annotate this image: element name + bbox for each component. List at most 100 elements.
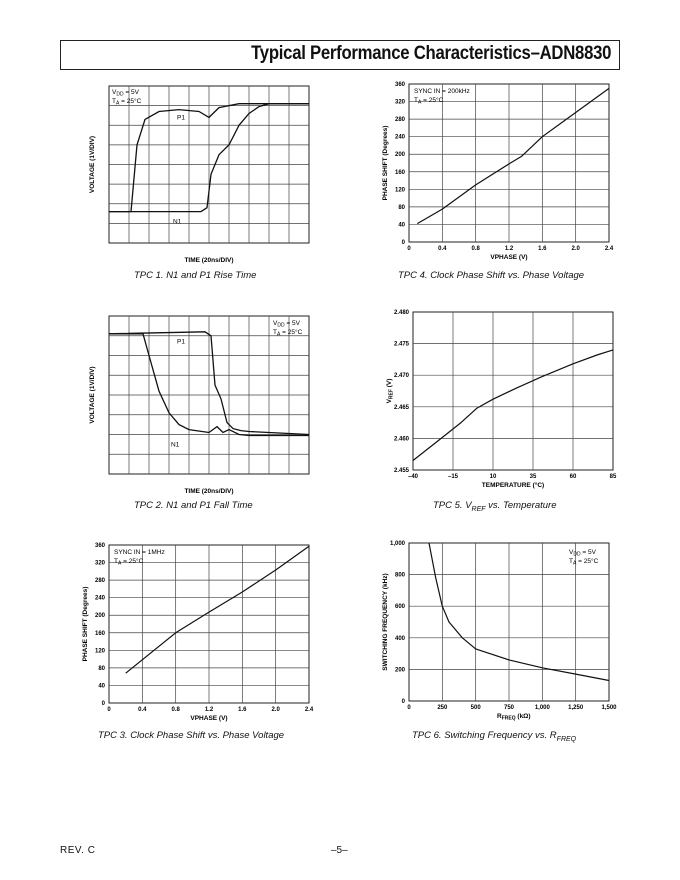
tpc3-ytick-label: 40 [98,683,105,689]
tpc3-ylabel: PHASE SHIFT (Degrees) [82,587,89,662]
tpc6-series-line [428,542,610,682]
tpc4-xtick-label: 1.2 [505,246,514,252]
tpc4-series-line [416,87,610,225]
tpc5-xlabel: TEMPERATURE (°C) [482,481,544,489]
tpc5-frame [412,311,614,471]
tpc5-series-line [412,349,614,461]
tpc2-annotation-1: TA = 25°C [273,328,303,338]
tpc2-ylabel: VOLTAGE (1V/DIV) [89,366,96,423]
caption-tpc6-sub: FREQ [556,735,577,743]
tpc6-ytick-label: 200 [395,667,406,673]
tpc4-ytick-label: 40 [398,222,405,228]
tpc3-ytick-label: 240 [95,596,106,602]
caption-tpc2: TPC 2. N1 and P1 Fall Time [134,500,253,511]
tpc4-ylabel: PHASE SHIFT (Degrees) [382,126,389,201]
tpc1-annotation-1: TA = 25°C [112,97,142,107]
tpc3-ytick-label: 200 [95,613,106,619]
caption-tpc5: TPC 5. VREF vs. Temperature [433,500,556,513]
tpc6-xtick-label: 1,000 [535,705,551,711]
tpc6-ytick-label: 600 [395,604,406,610]
tpc5-xtick-label: –15 [448,474,459,480]
tpc3-xtick-label: 0 [107,707,111,713]
tpc3-xtick-label: 1.6 [238,707,247,713]
tpc3-ytick-label: 120 [95,648,106,654]
tpc3-xtick-label: 2.0 [271,707,280,713]
tpc3-ytick-label: 160 [95,631,106,637]
tpc4-ytick-label: 0 [402,240,406,246]
tpc6-annotation-0: VDD = 5V [569,549,597,558]
tpc2-annotation-0: VDD = 5V [273,320,301,329]
tpc5-ytick-label: 2.475 [394,342,410,348]
tpc6-ytick-label: 1,000 [390,541,406,547]
tpc4-ytick-label: 200 [395,152,406,158]
chart-tpc4: 0 0.4 0.8 1.2 1.6 2.0 2.4 0 40 80 120 160 200 240 280 3… [382,82,614,261]
page-header: Typical Performance Characteristics–ADN8… [60,40,620,70]
caption-tpc3: TPC 3. Clock Phase Shift vs. Phase Volta… [98,730,285,741]
caption-tpc4: TPC 4. Clock Phase Shift vs. Phase Volta… [398,270,585,281]
caption-tpc6: TPC 6. Switching Frequency vs. RFREQ [412,730,576,743]
tpc3-ytick-label: 280 [95,578,106,584]
tpc6-xtick-label: 1,250 [568,705,584,711]
tpc4-xtick-label: 2.0 [571,246,580,252]
tpc2-label-n1: N1 [171,441,180,448]
tpc4-ytick-label: 80 [398,205,405,211]
tpc4-ytick-label: 160 [395,170,406,176]
tpc6-ylabel: SWITCHING FREQUENCY (kHz) [382,573,389,670]
tpc2-label-p1: P1 [177,339,185,346]
tpc4-ytick-label: 120 [395,187,406,193]
tpc5-xtick-label: 85 [610,474,617,480]
tpc3-series-line [125,545,310,674]
tpc6-xtick-label: 500 [471,705,482,711]
tpc4-annotation-0: SYNC IN = 200kHz [414,88,470,95]
tpc3-ytick-label: 0 [102,701,106,707]
tpc4-xtick-label: 0.4 [438,246,447,252]
tpc6-annotation-1: TA = 25°C [569,557,599,567]
tpc3-xtick-label: 2.4 [305,707,314,713]
tpc3-ytick-label: 360 [95,543,106,549]
tpc6-ytick-label: 400 [395,636,406,642]
tpc3-annotation-1: TA = 25°C [114,557,144,567]
tpc4-xtick-label: 0 [407,246,411,252]
tpc6-ytick-label: 0 [402,699,406,705]
tpc4-xtick-label: 2.4 [605,246,614,252]
tpc1-xlabel: TIME (20ns/DIV) [184,257,233,264]
tpc6-xtick-label: 250 [437,705,448,711]
tpc5-ytick-label: 2.460 [394,436,410,442]
tpc1-label-p1: P1 [177,114,185,121]
tpc4-xtick-label: 0.8 [471,246,480,252]
tpc5-ytick-label: 2.480 [394,310,410,316]
tpc4-xlabel: VPHASE (V) [490,254,527,261]
revision-label: REV. C [60,845,96,856]
tpc3-xtick-label: 0.8 [171,707,180,713]
tpc3-ytick-label: 80 [98,666,105,672]
caption-tpc5-sub: REF [471,505,486,513]
tpc3-xtick-label: 1.2 [205,707,214,713]
tpc5-ytick-label: 2.465 [394,405,410,411]
tpc5-xtick-label: 60 [570,474,577,480]
tpc2-series-p1 [108,331,310,436]
tpc1-series-p1 [109,103,309,213]
chart-tpc3: 0 0.4 0.8 1.2 1.6 2.0 2.4 0 40 80 120 160 200 240 280 3… [82,543,314,722]
tpc4-xtick-label: 1.6 [538,246,547,252]
tpc5-xtick-label: 10 [490,474,497,480]
tpc4-annotation-1: TA = 25°C [414,96,444,106]
tpc3-ytick-label: 320 [95,561,106,567]
tpc6-xtick-label: 0 [407,705,411,711]
tpc4-ytick-label: 280 [395,117,406,123]
chart-tpc6: 0 250 500 750 1,000 1,250 1,500 0 200 400 600 800 1,… [382,541,617,722]
tpc5-xtick-label: –40 [408,474,419,480]
tpc6-xtick-label: 750 [504,705,515,711]
tpc1-ylabel: VOLTAGE (1V/DIV) [89,136,96,193]
tpc2-series-n1 [109,333,309,437]
tpc4-ytick-label: 360 [395,82,406,88]
tpc3-xlabel: VPHASE (V) [190,715,227,722]
tpc4-ytick-label: 240 [395,135,406,141]
tpc3-annotation-0: SYNC IN = 1MHz [114,549,165,556]
tpc5-ytick-label: 2.470 [394,373,410,379]
tpc5-xtick-label: 35 [530,474,537,480]
page-number: –5– [331,845,348,856]
tpc1-series-n1 [109,103,309,213]
